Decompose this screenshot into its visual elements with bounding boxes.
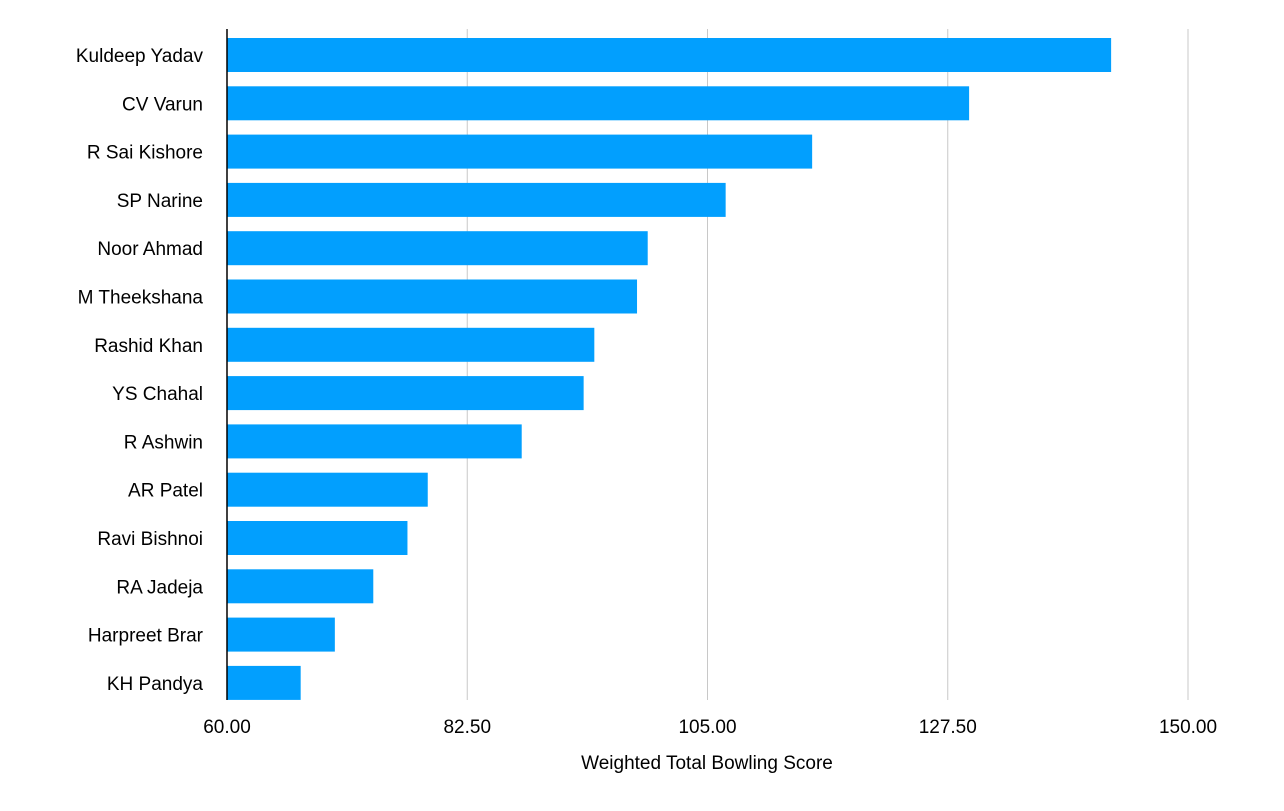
bar[interactable] — [227, 424, 522, 459]
category-labels: Kuldeep Yadav CV Varun R Sai Kishore SP Nar… — [76, 46, 204, 695]
bar[interactable] — [227, 327, 595, 362]
category-label: YS Chahal — [112, 384, 203, 405]
x-tick-label: 60.00 — [203, 717, 251, 738]
category-label: Ravi Bishnoi — [97, 529, 203, 550]
bar[interactable] — [227, 472, 428, 507]
x-axis-title: Weighted Total Bowling Score — [581, 753, 833, 774]
category-label: Noor Ahmad — [97, 239, 203, 260]
category-label: CV Varun — [122, 94, 203, 115]
x-tick-label: 127.50 — [919, 717, 977, 738]
bar[interactable] — [227, 134, 813, 169]
bar[interactable] — [227, 38, 1112, 72]
category-label: R Sai Kishore — [87, 143, 203, 164]
bar[interactable] — [227, 665, 301, 700]
x-tick-labels: 60.00 82.50 105.00 127.50 150.00 — [203, 717, 1217, 738]
bar[interactable] — [227, 86, 970, 121]
x-tick-label: 105.00 — [678, 717, 736, 738]
bar[interactable] — [227, 617, 335, 652]
x-tick-label: 82.50 — [443, 717, 491, 738]
bar[interactable] — [227, 376, 584, 411]
bar[interactable] — [227, 231, 648, 266]
category-label: M Theekshana — [78, 288, 204, 309]
x-tick-label: 150.00 — [1159, 717, 1217, 738]
category-label: AR Patel — [128, 481, 203, 502]
category-label: RA Jadeja — [116, 577, 203, 598]
bar[interactable] — [227, 182, 726, 217]
category-label: Harpreet Brar — [88, 626, 204, 647]
category-label: R Ashwin — [124, 432, 203, 453]
bars — [227, 38, 1112, 700]
category-label: Kuldeep Yadav — [76, 46, 204, 67]
category-label: KH Pandya — [107, 674, 204, 695]
bar[interactable] — [227, 569, 374, 604]
category-label: Rashid Khan — [94, 336, 203, 357]
bar[interactable] — [227, 521, 408, 555]
bar[interactable] — [227, 279, 638, 314]
category-label: SP Narine — [117, 191, 203, 212]
gridlines — [466, 29, 1189, 700]
